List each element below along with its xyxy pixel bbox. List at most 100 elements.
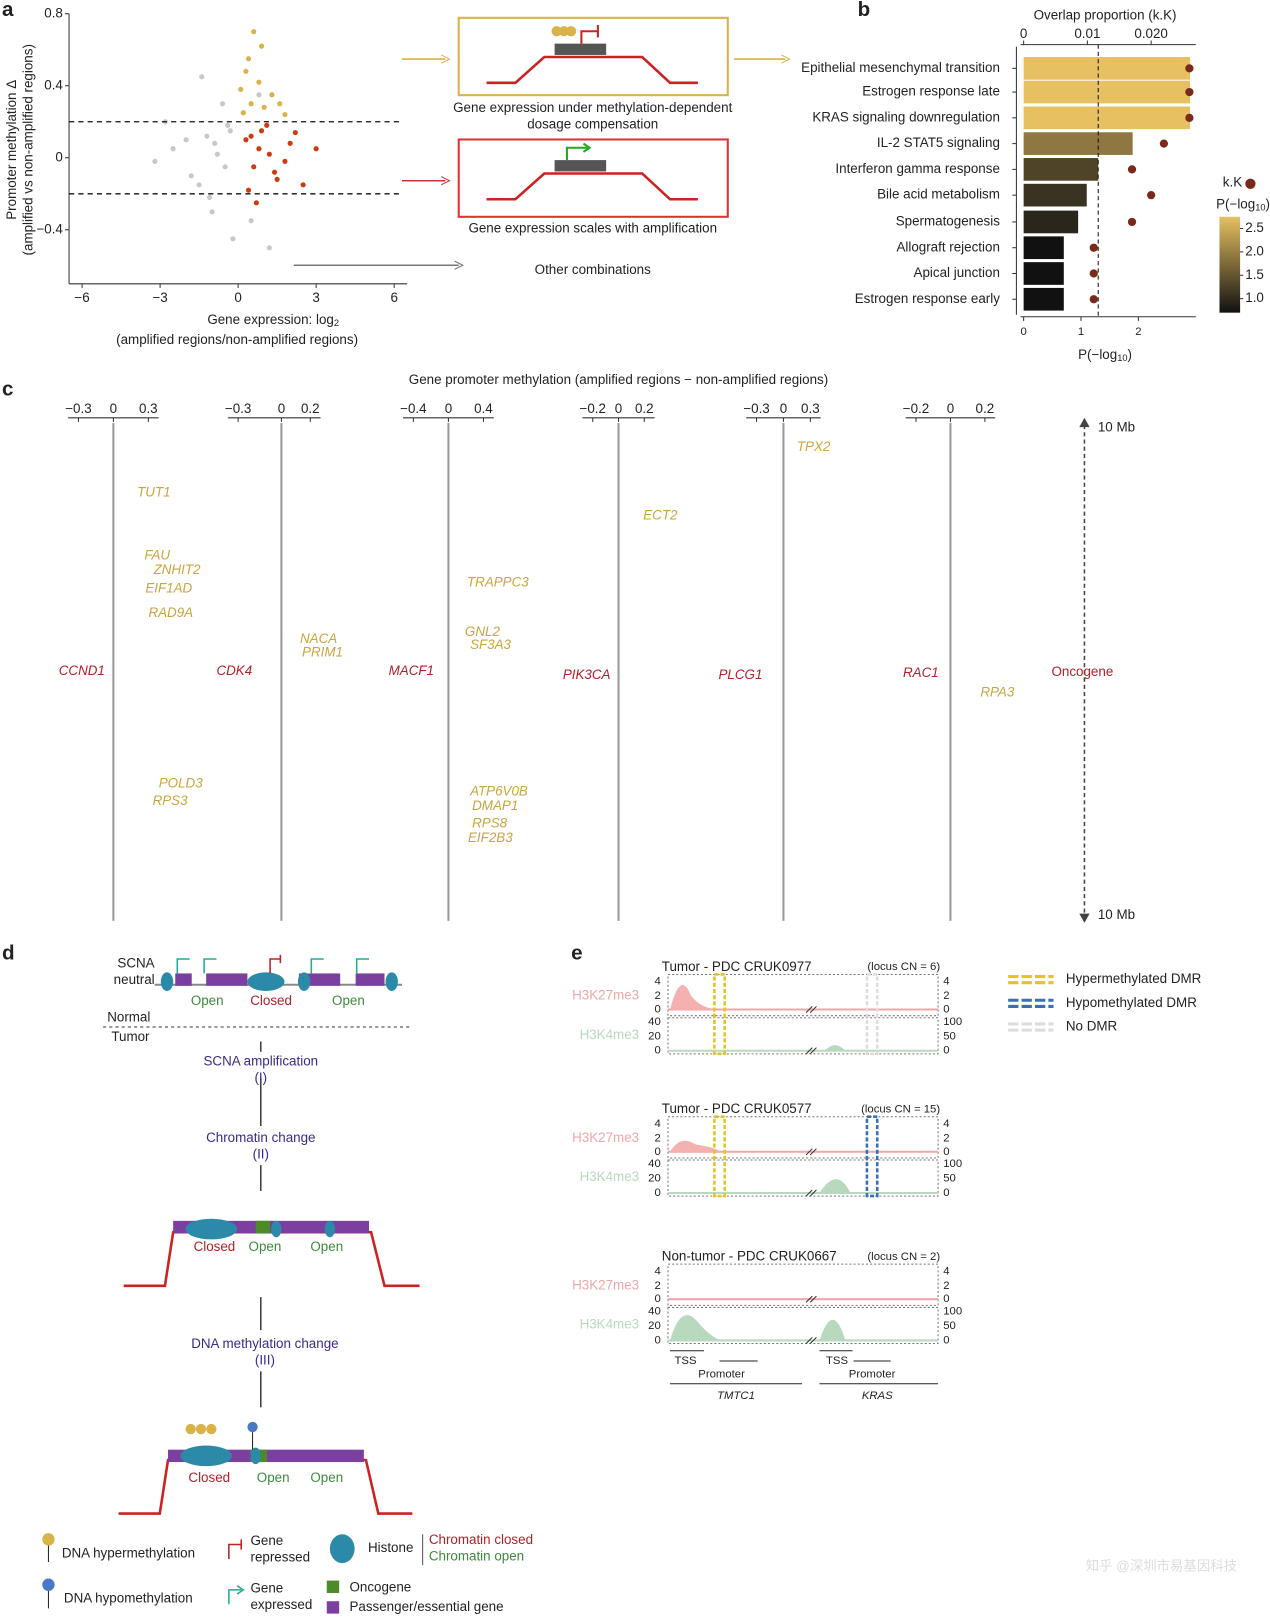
point — [183, 137, 189, 143]
label: −0.2 — [580, 401, 606, 416]
label: 100 — [943, 1306, 962, 1318]
point — [152, 158, 158, 164]
label: 0.4 — [44, 77, 63, 92]
label: Normal — [107, 1009, 150, 1024]
label: Gene — [250, 1580, 283, 1595]
label: DNA methylation change — [191, 1336, 338, 1351]
label: 4 — [654, 1265, 660, 1277]
label: (locus CN = 15) — [861, 1104, 940, 1116]
label-part: ) — [1128, 346, 1132, 361]
track-box — [667, 1306, 939, 1345]
bar — [1023, 158, 1099, 181]
label: 0 — [110, 401, 117, 416]
peak — [819, 1045, 851, 1194]
label: Promoter — [849, 1368, 896, 1380]
label: 0 — [654, 1334, 660, 1346]
overlap-dot — [1127, 217, 1137, 227]
label: Gene promoter methylation (amplified reg… — [409, 372, 828, 387]
label: 10 Mb — [1098, 907, 1135, 922]
label: RPA3 — [980, 685, 1015, 700]
label: ZNHIT2 — [153, 562, 201, 577]
label: −0.3 — [743, 401, 769, 416]
point — [222, 164, 228, 170]
label-part: 10 — [1117, 354, 1127, 364]
point — [245, 56, 252, 62]
label: TPX2 — [797, 439, 831, 454]
point — [196, 182, 202, 188]
label: Other combinations — [535, 262, 651, 277]
label: 0.2 — [976, 401, 995, 416]
label: Open — [249, 1239, 282, 1254]
label: −0.4 — [36, 221, 63, 236]
label: 0 — [943, 1187, 949, 1199]
label: 2.0 — [1245, 243, 1264, 258]
label: Promoter — [698, 1368, 745, 1380]
panel-label: c — [2, 377, 13, 400]
label: H3K27me3 — [572, 1130, 639, 1145]
label: 0 — [615, 401, 622, 416]
point — [292, 129, 298, 136]
track-box — [667, 973, 939, 1017]
label: Open — [191, 993, 224, 1008]
label: TSS — [674, 1355, 696, 1367]
label: Spermatogenesis — [896, 213, 1001, 228]
track-frames — [667, 973, 939, 1385]
peak — [670, 1315, 846, 1341]
label: TUT1 — [137, 485, 170, 500]
label: 50 — [943, 1173, 956, 1185]
point — [313, 146, 319, 152]
point — [212, 140, 218, 146]
label: 4 — [943, 976, 949, 988]
label: 0.2 — [301, 401, 320, 416]
label: 40 — [648, 1016, 661, 1028]
label: Oncogene — [349, 1579, 411, 1594]
label: −0.2 — [903, 401, 929, 416]
label: SCNA amplification — [203, 1054, 318, 1069]
label: 100 — [943, 1158, 962, 1170]
track-box — [667, 1017, 939, 1055]
label: GNL2 — [465, 624, 501, 639]
point — [256, 79, 262, 85]
label: 2 — [943, 990, 949, 1002]
point — [287, 140, 293, 146]
label: 0.3 — [139, 401, 158, 416]
label: −6 — [74, 290, 89, 305]
label: 0 — [234, 290, 241, 305]
label: Gene — [250, 1533, 283, 1548]
label: 0 — [943, 1045, 949, 1057]
label: SCNA — [117, 956, 154, 971]
label: 40 — [648, 1306, 661, 1318]
label: 0 — [943, 1146, 949, 1158]
point — [258, 128, 265, 134]
label: Estrogen response early — [855, 291, 1000, 306]
label: 0.020 — [1134, 26, 1168, 41]
dmr — [865, 973, 879, 1056]
panel-label: e — [571, 941, 582, 964]
colorbar — [1219, 216, 1241, 313]
label: Hypomethylated DMR — [1066, 995, 1197, 1010]
label: Passenger/essential gene — [349, 1599, 503, 1614]
label: EIF1AD — [145, 580, 192, 595]
label: RPS8 — [472, 816, 508, 831]
label: 知乎 @深圳市易基因科技 — [1086, 1558, 1237, 1574]
bar — [1023, 236, 1064, 260]
label: Closed — [250, 993, 292, 1008]
arrows — [670, 1350, 939, 1385]
break — [805, 1295, 817, 1344]
point — [214, 151, 220, 157]
label: (I) — [254, 1070, 267, 1085]
label-part: 10 — [1255, 203, 1265, 213]
point — [282, 158, 288, 164]
label: DMAP1 — [472, 798, 518, 813]
label: Oncogene — [1051, 664, 1113, 679]
point — [170, 146, 176, 152]
label: H3K27me3 — [572, 1277, 639, 1292]
track-box — [667, 1263, 939, 1306]
label: Open — [310, 1239, 343, 1254]
label: neutral — [114, 972, 155, 987]
label: 1 — [1078, 326, 1084, 338]
label: 0 — [654, 1146, 660, 1158]
point — [225, 122, 231, 128]
point — [248, 101, 254, 107]
